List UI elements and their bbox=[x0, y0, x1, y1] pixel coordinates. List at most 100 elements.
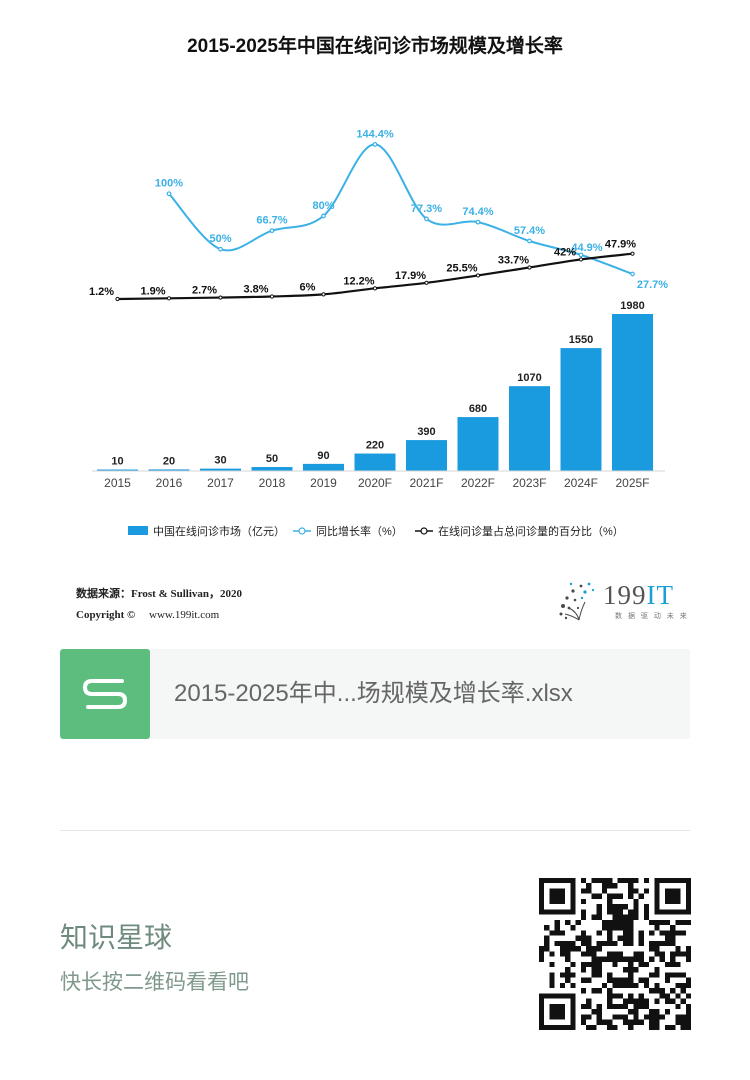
legend-label-growth: 同比增长率（%） bbox=[316, 524, 403, 538]
bar-value-label: 1550 bbox=[569, 334, 593, 346]
x-tick-label: 2017 bbox=[207, 476, 234, 490]
share-point-2017 bbox=[218, 295, 223, 300]
logo-text-199: 199 bbox=[603, 580, 647, 610]
bar-2022F bbox=[457, 417, 499, 471]
brand-logo: 199IT 数 据 驱 动 未 来 bbox=[555, 578, 695, 622]
bar-value-label: 1980 bbox=[620, 300, 644, 312]
share-label: 33.7% bbox=[498, 254, 529, 266]
share-label: 3.8% bbox=[243, 283, 268, 295]
x-tick-label: 2018 bbox=[259, 476, 286, 490]
bar-2024F bbox=[560, 348, 602, 471]
dandelion-logo-icon bbox=[559, 582, 595, 621]
bar-2020F bbox=[354, 453, 396, 471]
growth-point-2025F bbox=[630, 271, 635, 277]
chart-title: 2015-2025年中国在线问诊市场规模及增长率 bbox=[187, 34, 563, 57]
legend: 中国在线问诊市场（亿元） 同比增长率（%） 在线问诊量占总问诊量的百分比（%） bbox=[128, 524, 624, 538]
growth-point-2023F bbox=[527, 238, 532, 244]
chart: 2015-2025年中国在线问诊市场规模及增长率 10 20 30 50 90 220 39… bbox=[89, 34, 668, 538]
growth-label: 50% bbox=[209, 233, 231, 245]
bar-value-label: 220 bbox=[366, 440, 384, 452]
qr-code[interactable] bbox=[539, 878, 691, 1030]
file-attachment-card[interactable]: 2015-2025年中...场规模及增长率.xlsx bbox=[60, 649, 690, 739]
growth-label: 66.7% bbox=[256, 215, 287, 227]
legend-label-market: 中国在线问诊市场（亿元） bbox=[153, 524, 285, 538]
share-point-2015 bbox=[115, 296, 120, 302]
growth-label: 77.3% bbox=[411, 203, 442, 215]
share-label: 12.2% bbox=[343, 275, 374, 287]
bar-value-label: 90 bbox=[317, 450, 329, 462]
share-label: 2.7% bbox=[192, 285, 217, 297]
bar-2021F bbox=[406, 440, 447, 471]
share-point-2024F bbox=[578, 257, 584, 262]
source-label: 数据来源：Frost & Sullivan，2020 bbox=[76, 588, 243, 600]
x-tick-label: 2023F bbox=[512, 476, 546, 490]
x-tick-label: 2015 bbox=[104, 476, 131, 490]
growth-point-2021F bbox=[424, 216, 429, 222]
share-point-2019 bbox=[321, 292, 326, 297]
x-tick-label: 2019 bbox=[310, 476, 337, 490]
promo-subtitle: 快长按二维码看看吧 bbox=[60, 971, 249, 994]
bar-value-label: 1070 bbox=[517, 372, 541, 384]
legend-label-share: 在线问诊量占总问诊量的百分比（%） bbox=[438, 524, 624, 538]
bar-value-label: 20 bbox=[163, 455, 175, 467]
share-label: 47.9% bbox=[605, 239, 636, 251]
growth-point-2024F bbox=[578, 252, 584, 258]
share-label: 17.9% bbox=[395, 270, 426, 282]
bar-2019 bbox=[303, 463, 344, 471]
share-label: 1.9% bbox=[140, 285, 165, 297]
bar-2016 bbox=[148, 469, 190, 471]
bar-value-label: 30 bbox=[214, 455, 226, 467]
share-point-2021F bbox=[424, 280, 429, 285]
bar-value-label: 390 bbox=[417, 426, 435, 438]
logo-subtitle: 数 据 驱 动 未 来 bbox=[615, 613, 689, 620]
share-point-2023F bbox=[527, 265, 532, 270]
promo-title: 知识星球 bbox=[60, 922, 173, 953]
source-url: www.199it.com bbox=[149, 609, 220, 621]
share-label: 25.5% bbox=[446, 262, 477, 274]
growth-point-2017 bbox=[218, 246, 223, 252]
share-label: 1.2% bbox=[89, 286, 114, 298]
growth-label: 74.4% bbox=[462, 206, 493, 218]
growth-label: 80% bbox=[312, 200, 334, 212]
growth-rate-line bbox=[168, 143, 633, 275]
share-point-2018 bbox=[269, 294, 275, 299]
legend-share-marker bbox=[420, 527, 428, 535]
legend-bar-swatch bbox=[128, 526, 148, 535]
file-name: 2015-2025年中...场规模及增长率.xlsx bbox=[174, 680, 573, 707]
x-tick-label: 2016 bbox=[156, 476, 183, 490]
x-tick-label: 2020F bbox=[358, 476, 392, 490]
growth-point-2020F bbox=[372, 142, 378, 147]
growth-label: 57.4% bbox=[514, 225, 545, 237]
divider bbox=[60, 830, 690, 831]
x-tick-label: 2024F bbox=[564, 476, 598, 490]
copyright-label: Copyright © bbox=[76, 609, 136, 621]
bar-2018 bbox=[251, 467, 293, 471]
growth-point-2019 bbox=[321, 213, 326, 219]
share-point-2020F bbox=[372, 286, 378, 291]
bar-value-label: 10 bbox=[111, 456, 123, 468]
bar-2025F bbox=[612, 314, 653, 471]
share-point-2022F bbox=[475, 273, 481, 278]
growth-label: 100% bbox=[155, 178, 183, 190]
legend-growth-marker bbox=[298, 527, 306, 535]
share-label: 6% bbox=[300, 281, 316, 293]
growth-label: 144.4% bbox=[356, 128, 394, 140]
x-tick-label: 2025F bbox=[615, 476, 649, 490]
share-point-2016 bbox=[166, 296, 172, 301]
logo-text-it: IT bbox=[646, 580, 674, 610]
x-tick-label: 2021F bbox=[409, 476, 443, 490]
share-point-2025F bbox=[630, 251, 635, 256]
spreadsheet-s-icon bbox=[60, 649, 150, 739]
x-tick-label: 2022F bbox=[461, 476, 495, 490]
bar-2023F bbox=[509, 386, 550, 471]
bar-value-label: 680 bbox=[469, 403, 487, 415]
growth-label: 27.7% bbox=[637, 279, 668, 291]
growth-point-2016 bbox=[166, 191, 172, 197]
bar-2015 bbox=[97, 469, 138, 471]
bar-2017 bbox=[200, 468, 241, 471]
bar-value-label: 50 bbox=[266, 453, 278, 465]
share-label: 42% bbox=[554, 246, 576, 258]
source-note: 数据来源：Frost & Sullivan，2020 Copyright © w… bbox=[76, 584, 242, 626]
growth-point-2018 bbox=[269, 228, 275, 234]
growth-label: 44.9% bbox=[571, 242, 602, 254]
